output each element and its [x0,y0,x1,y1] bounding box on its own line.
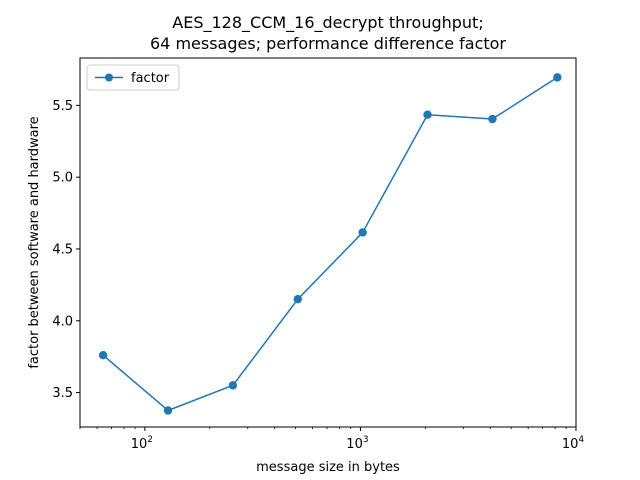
x-tick-label-base: 10 [346,437,363,452]
x-axis-label: message size in bytes [256,460,400,475]
data-point [228,381,238,390]
chart-title: AES_128_CCM_16_decrypt throughput; 64 me… [150,13,506,53]
x-tick-label: 104 [562,435,585,452]
series-line-factor [102,76,558,412]
x-tick-label-base: 10 [131,437,148,452]
data-point [98,351,108,360]
y-tick-label: 4.5 [52,242,73,257]
series-layer [98,73,562,415]
x-axis-ticks: 102 103 104 [131,427,585,452]
x-tick-label-exponent: 3 [363,435,369,445]
data-point [423,110,432,119]
plot-area-frame [79,57,577,428]
x-tick-label-base: 10 [562,437,579,452]
data-point [553,73,562,82]
legend-entry-label: factor [131,71,170,86]
y-tick-label: 4.0 [52,314,73,329]
data-point [358,228,367,237]
legend-box [86,64,180,91]
y-tick-label: 5.0 [52,171,73,186]
legend: factor [86,64,180,91]
y-axis-ticks: 3.5 4.0 4.5 5.0 5.5 [52,99,80,401]
data-point [488,114,497,124]
x-tick-label-exponent: 2 [147,435,153,445]
chart-title-line-2: 64 messages; performance difference fact… [150,34,506,53]
x-tick-label-exponent: 4 [578,435,584,445]
data-point [293,295,302,304]
y-tick-label: 3.5 [52,386,73,401]
legend-marker [105,73,113,82]
x-tick-label: 102 [131,435,153,452]
y-tick-label: 5.5 [52,99,73,114]
y-axis-label: factor between software and hardware [27,116,42,368]
x-tick-label: 103 [346,435,368,452]
chart-title-line-1: AES_128_CCM_16_decrypt throughput; [172,13,483,33]
data-point [163,406,173,415]
